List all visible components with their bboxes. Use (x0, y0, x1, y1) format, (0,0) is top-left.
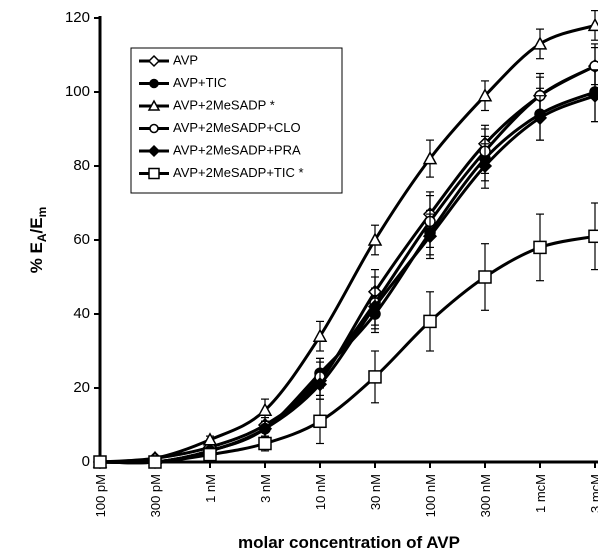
legend-swatch-marker (147, 144, 161, 158)
data-point (258, 436, 272, 451)
x-tick-label: 100 pM (93, 474, 108, 517)
series-line (99, 234, 596, 465)
data-point (312, 377, 328, 392)
x-tick-label: 1 nM (203, 474, 218, 503)
legend-swatch-marker (149, 78, 159, 89)
legend-swatch-marker (147, 54, 161, 68)
y-axis-title-main: % E (27, 242, 46, 273)
legend-swatch-marker (148, 167, 160, 180)
x-tick-label: 10 nM (313, 474, 328, 510)
data-point (257, 421, 273, 436)
y-axis-title-sub-a: A (35, 233, 49, 242)
x-tick-label: 300 nM (478, 474, 493, 517)
y-tick-label: 80 (73, 157, 90, 174)
data-point (423, 314, 437, 329)
plot-area: 0 20 40 60 80 100 120 100 pM 300 pM 1 nM 3 nM 10 nM… (65, 9, 598, 517)
data-point (532, 110, 548, 125)
series-line (99, 64, 596, 464)
data-point (533, 240, 547, 255)
series-5 (93, 202, 598, 469)
data-point (257, 402, 273, 416)
y-tick-label: 40 (73, 305, 90, 322)
data-point (477, 158, 493, 174)
data-point (587, 17, 598, 32)
legend: AVP AVP+TIC AVP+2MeSADP * AVP+2MeSADP+CLO AV… (130, 47, 343, 194)
x-tick-label: 300 pM (148, 474, 163, 517)
data-point (313, 414, 327, 429)
svg-text:% EA/Em: % EA/Em (27, 207, 49, 274)
legend-label: AVP+2MeSADP * (173, 97, 275, 112)
data-point (367, 299, 383, 314)
data-point (367, 232, 383, 246)
data-point (422, 151, 438, 165)
data-point (478, 270, 492, 284)
data-point (477, 88, 493, 102)
x-tick-label: 3 mcM (588, 474, 598, 513)
data-point (148, 455, 162, 469)
data-point (532, 36, 548, 50)
x-tick-label: 3 nM (258, 474, 273, 503)
data-point (587, 88, 598, 103)
legend-label: AVP (173, 52, 198, 67)
series-line (99, 94, 596, 465)
data-point (368, 370, 382, 384)
data-point (203, 447, 217, 462)
legend-label: AVP+2MeSADP+CLO (173, 120, 301, 135)
x-tick-label: 30 nM (368, 474, 383, 510)
legend-label: AVP+2MeSADP+PRA (173, 142, 301, 157)
x-tick-label: 100 nM (423, 474, 438, 517)
data-point (93, 455, 107, 469)
legend-frame (130, 47, 343, 194)
x-axis-title: molar concentration of AVP (238, 533, 460, 552)
legend-swatch-marker (149, 123, 159, 134)
y-axis-title-sub-m: m (35, 207, 49, 218)
y-tick-label: 20 (73, 379, 90, 396)
legend-swatch-marker (147, 99, 161, 111)
data-point (312, 328, 328, 342)
x-tick-label: 1 mcM (533, 474, 548, 513)
y-tick-label: 120 (65, 9, 90, 26)
y-tick-label: 100 (65, 83, 90, 100)
y-tick-label: 60 (73, 231, 90, 248)
legend-label: AVP+2MeSADP+TIC * (173, 165, 304, 180)
series-line (99, 23, 596, 464)
y-axis-title: % EA/Em (27, 207, 49, 274)
y-tick-label: 0 (82, 453, 90, 470)
data-point (422, 229, 438, 244)
data-point (588, 229, 598, 244)
y-axis-title-sep: /E (27, 217, 46, 233)
legend-label: AVP+TIC (173, 75, 227, 90)
